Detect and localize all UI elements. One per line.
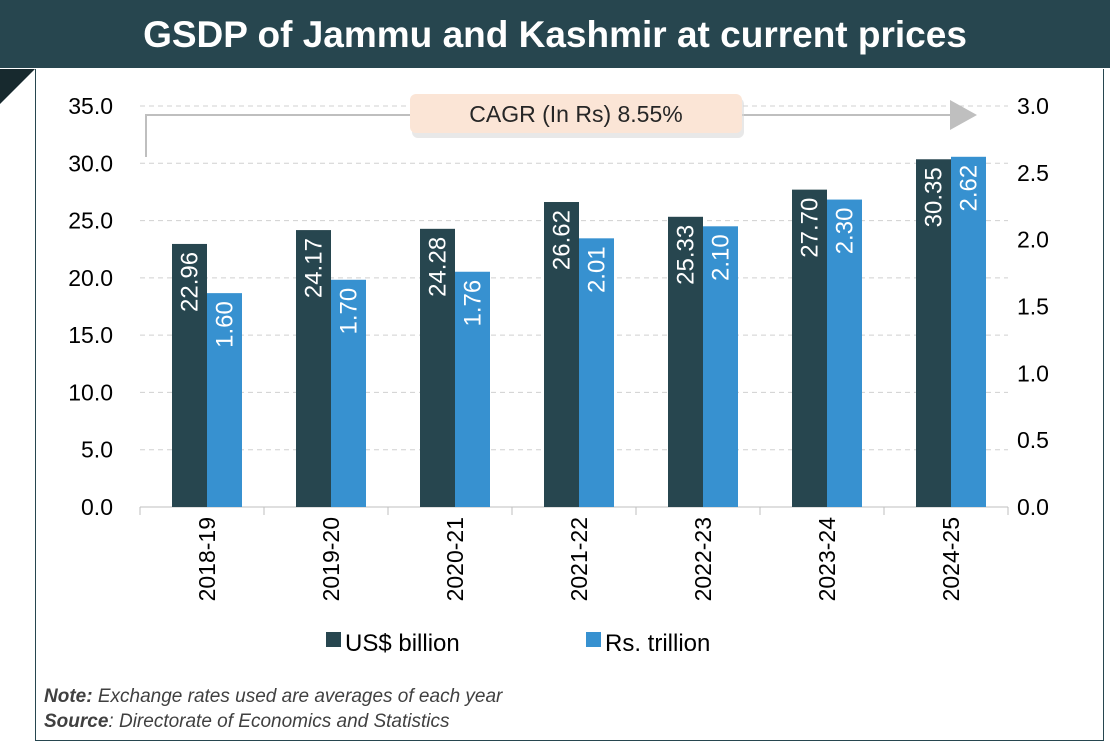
x-tick-label: 2021-22: [566, 517, 592, 601]
data-label: 1.76: [460, 280, 487, 327]
legend-label: Rs. trillion: [605, 630, 710, 657]
corner-decoration: [0, 69, 35, 104]
data-label: 2.01: [584, 246, 611, 293]
source: Source: Directorate of Economics and Sta…: [44, 711, 450, 733]
legend-swatch: [586, 632, 601, 647]
data-label: 24.17: [301, 238, 328, 298]
bar-rs-trillion: [207, 293, 242, 507]
data-label: 2.62: [956, 165, 983, 212]
y-left-tick-label: 0.0: [81, 494, 113, 520]
data-label: 24.28: [425, 237, 452, 297]
y-left-tick-label: 35.0: [68, 93, 113, 119]
y-right-tick-label: 0.0: [1017, 494, 1049, 520]
legend-label: US$ billion: [345, 630, 460, 657]
bar-rs-trillion: [827, 199, 862, 508]
data-label: 22.96: [177, 252, 204, 312]
x-tick-label: 2023-24: [814, 517, 840, 602]
bar-usd-billion: [792, 189, 827, 507]
y-right-tick-label: 1.5: [1017, 294, 1049, 320]
y-right-tick-label: 1.0: [1017, 360, 1049, 386]
bar-rs-trillion: [331, 279, 366, 507]
bar-rs-trillion: [579, 238, 614, 507]
data-label: 1.70: [336, 288, 363, 335]
chart-title: GSDP of Jammu and Kashmir at current pri…: [0, 0, 1110, 68]
data-label: 25.33: [673, 225, 700, 285]
data-label: 27.70: [797, 198, 824, 258]
data-label: 2.30: [832, 208, 859, 255]
bar-rs-trillion: [703, 226, 738, 508]
bar-usd-billion: [296, 230, 331, 507]
y-left-tick-label: 15.0: [68, 322, 113, 348]
y-left-tick-label: 5.0: [81, 437, 113, 463]
x-tick-label: 2019-20: [318, 517, 344, 601]
cagr-arrow-head: [950, 100, 977, 130]
chart-frame: [35, 69, 1104, 741]
y-right-tick-label: 0.5: [1017, 427, 1049, 453]
y-right-tick-label: 2.0: [1017, 227, 1049, 253]
legend-swatch: [326, 632, 341, 647]
x-tick-label: 2022-23: [690, 517, 716, 601]
bar-rs-trillion: [455, 271, 490, 507]
x-tick-label: 2020-21: [442, 517, 468, 601]
note-label: Note:: [44, 686, 93, 707]
cagr-annotation: CAGR (In Rs) 8.55%: [469, 101, 682, 127]
y-right-tick-label: 3.0: [1017, 93, 1049, 119]
y-left-tick-label: 25.0: [68, 208, 113, 234]
y-left-tick-label: 20.0: [68, 265, 113, 291]
data-label: 26.62: [549, 210, 576, 270]
note-text: Exchange rates used are averages of each…: [92, 686, 503, 707]
y-left-tick-label: 30.0: [68, 150, 113, 176]
bar-usd-billion: [544, 202, 579, 507]
bar-usd-billion: [668, 216, 703, 507]
source-label: Source: [44, 711, 109, 732]
source-text: : Directorate of Economics and Statistic…: [108, 711, 450, 732]
bar-rs-trillion: [951, 156, 986, 507]
data-label: 30.35: [921, 167, 948, 227]
y-right-tick-label: 2.5: [1017, 160, 1049, 186]
data-label: 2.10: [708, 234, 735, 281]
note: Note: Exchange rates used are averages o…: [44, 686, 502, 708]
bar-usd-billion: [916, 159, 951, 508]
cagr-box: [410, 94, 742, 133]
x-tick-label: 2018-19: [194, 517, 220, 601]
y-left-tick-label: 10.0: [68, 379, 113, 405]
bar-usd-billion: [172, 243, 207, 507]
x-tick-label: 2024-25: [938, 517, 964, 601]
data-label: 1.60: [212, 301, 239, 348]
bar-usd-billion: [420, 228, 455, 508]
